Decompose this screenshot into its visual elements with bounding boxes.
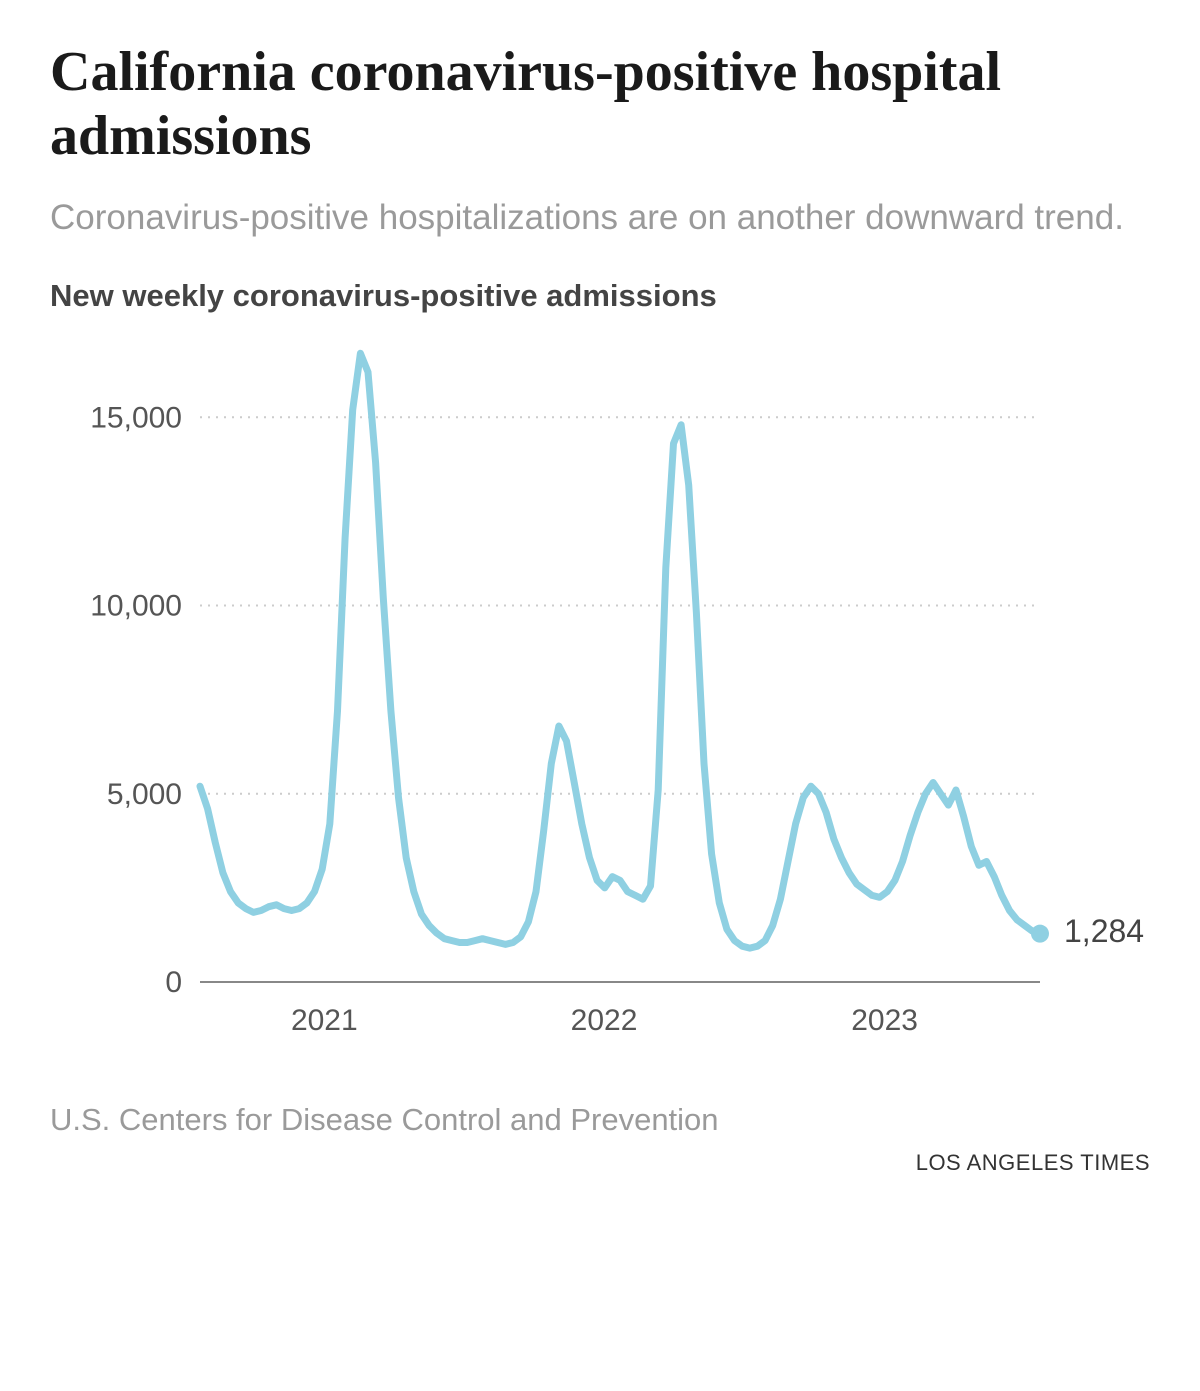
y-axis-label: 0 (165, 966, 182, 999)
chart-title: California coronavirus-positive hospital… (50, 40, 1150, 169)
chart-source: U.S. Centers for Disease Control and Pre… (50, 1102, 1150, 1138)
end-point-marker (1031, 924, 1049, 942)
chart-axis-label: New weekly coronavirus-positive admissio… (50, 278, 1150, 314)
end-value-label: 1,284 (1064, 913, 1144, 949)
x-axis-label: 2022 (571, 1004, 638, 1037)
line-chart: 0 5,000 10,000 15,000 2021 2022 2023 1,284 (50, 342, 1150, 1052)
chart-subtitle: Coronavirus-positive hospitalizations ar… (50, 193, 1150, 242)
chart-credit: LOS ANGELES TIMES (50, 1150, 1150, 1176)
y-axis-label: 5,000 (107, 778, 182, 811)
y-axis-label: 10,000 (90, 589, 182, 622)
chart-container: 0 5,000 10,000 15,000 2021 2022 2023 1,284 (50, 342, 1150, 1052)
y-axis-label: 15,000 (90, 401, 182, 434)
x-axis-label: 2023 (851, 1004, 918, 1037)
data-line (200, 353, 1040, 948)
x-axis-label: 2021 (291, 1004, 358, 1037)
